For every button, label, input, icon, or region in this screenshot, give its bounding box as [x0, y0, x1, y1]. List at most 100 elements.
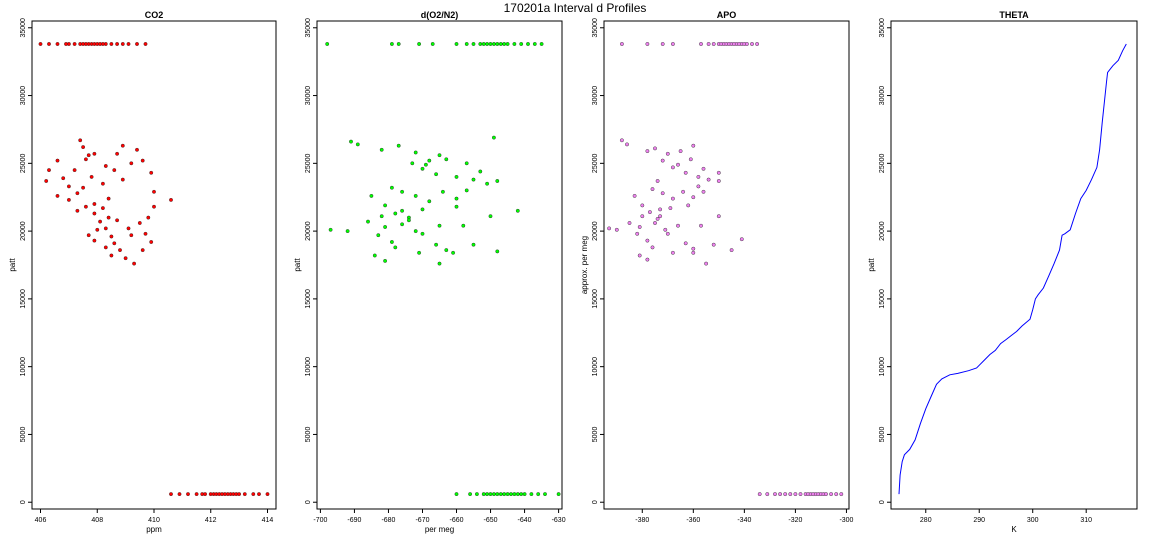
data-point: [691, 250, 696, 255]
data-point: [393, 211, 398, 216]
data-point: [325, 42, 330, 46]
data-point: [417, 250, 421, 255]
x-tick-label: -380: [635, 517, 649, 524]
data-point: [671, 250, 675, 255]
data-point: [152, 204, 156, 209]
x-tick-label: 414: [262, 517, 274, 524]
x-tick-label: -630: [552, 517, 566, 524]
data-point: [757, 492, 762, 496]
data-point: [349, 139, 353, 144]
y-axis-label: approx. per meg: [580, 236, 589, 294]
data-point: [529, 492, 534, 496]
data-point: [413, 150, 418, 155]
data-point: [632, 193, 637, 198]
y-tick-label: 10000: [879, 357, 886, 377]
y-tick-label: 15000: [20, 289, 27, 309]
data-point: [423, 162, 428, 167]
data-point: [645, 238, 650, 243]
data-point: [676, 223, 680, 228]
data-point: [383, 203, 387, 208]
data-point: [112, 241, 117, 246]
data-point: [711, 242, 716, 247]
data-point: [451, 250, 455, 255]
data-point: [829, 492, 833, 496]
y-tick-label: 0: [20, 500, 27, 504]
x-tick-label: 290: [973, 517, 985, 524]
x-tick-label: -320: [788, 517, 802, 524]
data-point: [515, 208, 520, 213]
data-point: [437, 153, 442, 158]
data-point: [143, 231, 148, 236]
data-point: [129, 233, 134, 238]
data-point: [701, 166, 706, 171]
data-point: [420, 166, 425, 171]
data-point: [120, 177, 125, 182]
data-point: [135, 147, 139, 152]
data-point: [440, 189, 445, 194]
y-tick-label: 30000: [20, 86, 27, 106]
data-point: [691, 246, 696, 251]
x-tick-label: 412: [205, 517, 217, 524]
y-axis-label: patt: [8, 258, 17, 272]
data-point: [454, 492, 459, 496]
data-point: [427, 199, 432, 204]
data-point: [400, 189, 404, 194]
data-point: [396, 143, 401, 148]
data-point: [526, 42, 530, 46]
data-point: [383, 225, 387, 229]
x-tick-label: 408: [91, 517, 103, 524]
data-point: [704, 261, 708, 266]
data-point: [648, 210, 652, 215]
data-point: [137, 221, 142, 225]
data-point: [434, 242, 438, 247]
data-point: [109, 42, 114, 46]
data-point: [115, 218, 120, 223]
data-point: [47, 42, 51, 46]
data-point: [471, 177, 476, 182]
data-point: [355, 142, 360, 147]
data-point: [778, 492, 782, 496]
data-point: [89, 174, 94, 179]
data-points: [325, 42, 561, 496]
data-point: [376, 233, 381, 238]
data-point: [665, 151, 670, 156]
data-point: [379, 147, 384, 152]
data-point: [793, 492, 798, 496]
data-point: [149, 170, 154, 175]
data-point: [417, 42, 421, 46]
data-point: [478, 42, 483, 46]
y-tick-label: 5000: [879, 427, 886, 443]
data-point: [103, 245, 108, 250]
data-point: [495, 42, 500, 46]
data-point: [481, 42, 486, 46]
data-point: [691, 195, 696, 200]
data-point: [660, 191, 665, 196]
data-point: [711, 42, 716, 46]
data-point: [505, 492, 510, 496]
data-point: [115, 42, 120, 46]
data-point: [126, 226, 131, 231]
y-tick-label: 10000: [20, 357, 27, 377]
data-point: [109, 253, 114, 258]
data-point: [67, 42, 71, 46]
data-point: [620, 138, 624, 143]
y-tick-label: 20000: [305, 221, 312, 241]
data-point: [92, 151, 97, 156]
data-point: [543, 492, 547, 496]
data-point: [773, 492, 777, 496]
data-point: [126, 42, 131, 46]
data-point: [265, 492, 270, 496]
data-point: [686, 203, 691, 208]
x-tick-label: 406: [35, 517, 47, 524]
data-point: [798, 492, 803, 496]
data-point: [536, 492, 541, 496]
data-point: [237, 492, 242, 496]
data-point: [683, 170, 688, 175]
data-point: [129, 161, 134, 166]
data-point: [699, 223, 703, 228]
data-point: [55, 158, 60, 163]
data-point: [834, 492, 839, 496]
data-point: [81, 185, 86, 190]
data-point: [400, 222, 404, 227]
data-point: [539, 42, 544, 46]
